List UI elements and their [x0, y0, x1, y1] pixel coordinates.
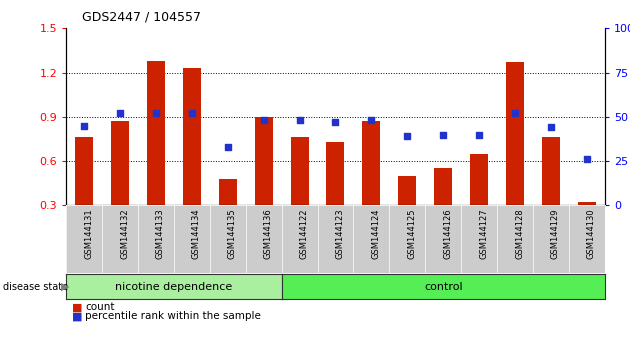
Text: GSM144123: GSM144123	[336, 209, 345, 259]
Point	[438, 132, 448, 137]
Text: GSM144125: GSM144125	[407, 209, 416, 259]
Point	[79, 123, 89, 129]
Text: percentile rank within the sample: percentile rank within the sample	[85, 312, 261, 321]
Point	[367, 118, 377, 123]
Bar	[578, 202, 596, 205]
Text: GSM144126: GSM144126	[444, 209, 452, 259]
Text: GSM144122: GSM144122	[300, 209, 309, 259]
Bar	[255, 117, 273, 205]
Text: ▶: ▶	[61, 282, 69, 292]
Bar	[75, 137, 93, 205]
Text: GSM144128: GSM144128	[515, 209, 524, 259]
Point	[258, 118, 268, 123]
Text: GSM144129: GSM144129	[551, 209, 560, 259]
Bar	[470, 154, 488, 205]
Point	[330, 119, 340, 125]
Text: GSM144130: GSM144130	[587, 209, 596, 259]
Bar	[398, 176, 416, 205]
Text: ■: ■	[72, 312, 83, 321]
Point	[151, 110, 161, 116]
Point	[115, 110, 125, 116]
Text: GSM144134: GSM144134	[192, 209, 201, 259]
Bar	[219, 179, 237, 205]
Text: GSM144133: GSM144133	[156, 209, 165, 259]
Text: GDS2447 / 104557: GDS2447 / 104557	[82, 11, 201, 24]
Text: GSM144135: GSM144135	[228, 209, 237, 259]
Point	[474, 132, 484, 137]
Bar	[290, 137, 309, 205]
Text: disease state: disease state	[3, 282, 68, 292]
Text: GSM144127: GSM144127	[479, 209, 488, 259]
Bar	[111, 121, 129, 205]
Point	[402, 133, 412, 139]
Point	[546, 125, 556, 130]
Bar	[542, 137, 560, 205]
Bar	[183, 68, 201, 205]
Text: ■: ■	[72, 302, 83, 312]
Bar	[326, 142, 345, 205]
Text: control: control	[424, 282, 462, 292]
Text: GSM144124: GSM144124	[372, 209, 381, 259]
Bar	[434, 169, 452, 205]
Point	[294, 118, 304, 123]
Text: GSM144131: GSM144131	[84, 209, 93, 259]
Text: GSM144132: GSM144132	[120, 209, 129, 259]
Bar	[506, 62, 524, 205]
Text: nicotine dependence: nicotine dependence	[115, 282, 232, 292]
Bar	[147, 61, 165, 205]
Text: GSM144136: GSM144136	[264, 209, 273, 259]
Text: count: count	[85, 302, 115, 312]
Point	[186, 110, 197, 116]
Point	[510, 110, 520, 116]
Bar	[362, 121, 381, 205]
Point	[581, 156, 592, 162]
Point	[223, 144, 233, 150]
